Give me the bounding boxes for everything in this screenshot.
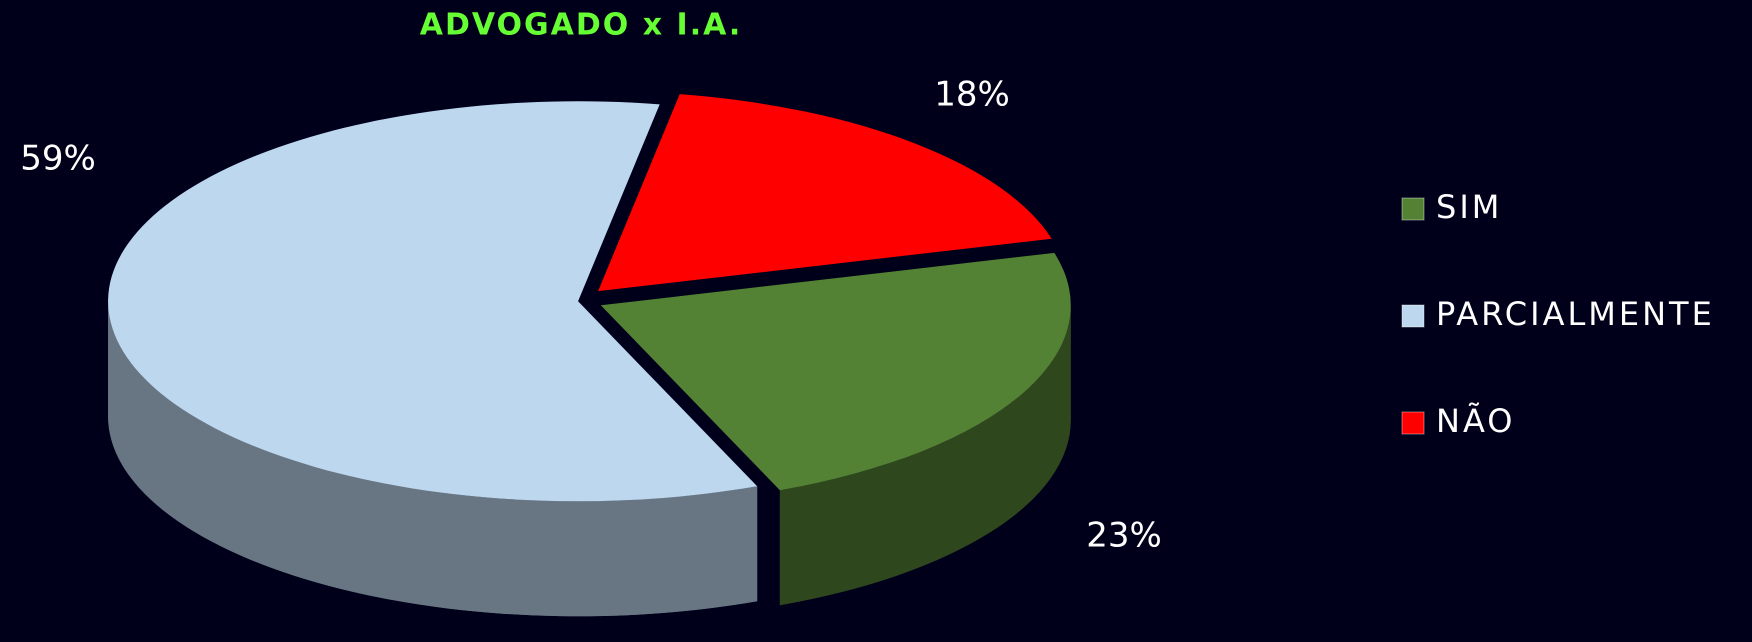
legend-label: SIM [1436,188,1502,226]
legend-swatch [1401,304,1425,328]
slice-side [779,305,1071,606]
data-label: 23% [1086,516,1162,556]
slice [600,252,1071,491]
slice [108,101,758,502]
data-label: 59% [20,139,96,179]
slice [598,94,1052,292]
legend-label: PARCIALMENTE [1436,295,1715,333]
data-label: 18% [934,75,1010,115]
legend-label: NÃO [1436,402,1515,440]
chart-title: ADVOGADO x I.A. [420,8,743,43]
slice-side-shade [108,301,758,617]
slice-side-shade [779,305,1071,606]
legend-swatch [1401,411,1425,435]
slice-side [108,301,758,617]
legend-swatch [1401,197,1425,221]
